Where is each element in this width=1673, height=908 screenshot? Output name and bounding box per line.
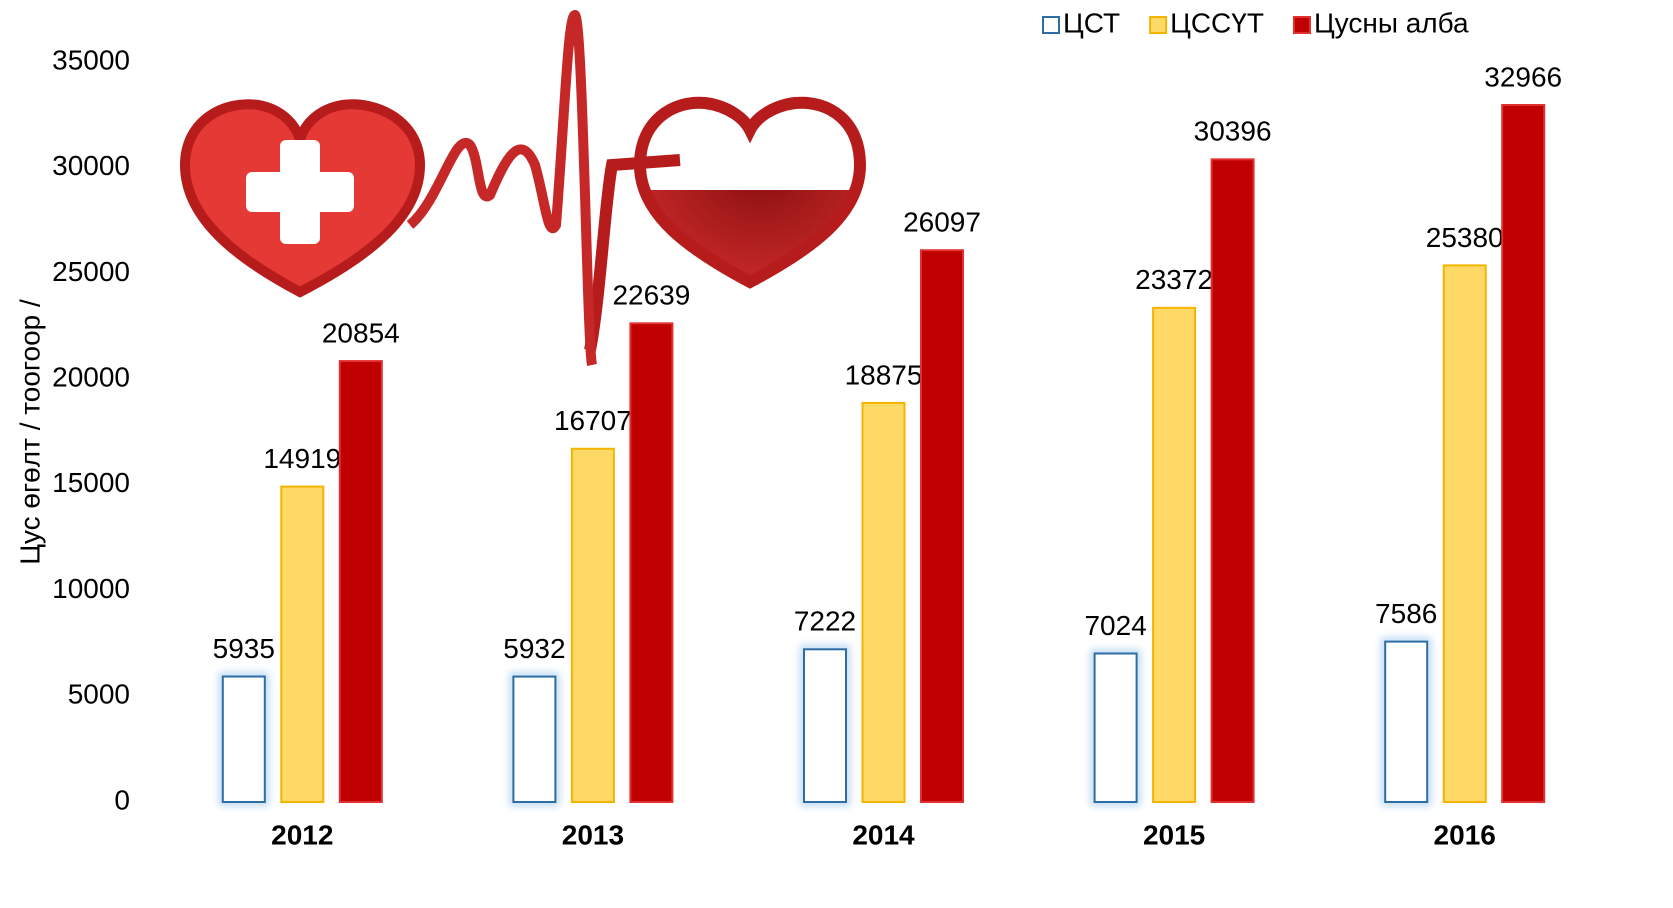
value-label: 7222 [794, 606, 856, 637]
bar [1502, 105, 1544, 802]
value-label: 22639 [612, 280, 690, 311]
bar [281, 487, 323, 802]
bar [1212, 159, 1254, 802]
bar [572, 449, 614, 802]
bar [863, 403, 905, 802]
x-tick-label: 2015 [1143, 819, 1205, 850]
y-tick-label: 35000 [52, 44, 130, 75]
value-label: 25380 [1426, 222, 1504, 253]
y-tick-label: 20000 [52, 362, 130, 393]
value-label: 18875 [845, 359, 923, 390]
y-tick-label: 5000 [68, 679, 130, 710]
legend-swatch [1043, 17, 1059, 33]
value-label: 16707 [554, 405, 632, 436]
legend-label: ЦССҮТ [1170, 7, 1264, 38]
bar [223, 677, 265, 802]
value-label: 7586 [1375, 598, 1437, 629]
y-axis-label: Цус өгөлт / тоогоор / [14, 299, 45, 565]
x-tick-label: 2013 [562, 819, 624, 850]
value-label: 26097 [903, 207, 981, 238]
legend-swatch [1150, 17, 1166, 33]
bar [921, 250, 963, 802]
bar [513, 677, 555, 802]
value-label: 5932 [503, 633, 565, 664]
decoration [185, 15, 860, 365]
legend-label: ЦСТ [1063, 7, 1120, 38]
y-tick-label: 0 [114, 784, 130, 815]
value-label: 5935 [213, 633, 275, 664]
value-label: 20854 [322, 317, 400, 348]
legend-label: Цусны алба [1314, 7, 1469, 38]
chart: Цус өгөлт / тоогоор / 0 5000 10000 15000 200… [0, 0, 1673, 908]
bar [630, 323, 672, 802]
value-label: 32966 [1484, 61, 1562, 92]
x-tick-label: 2016 [1434, 819, 1496, 850]
value-label: 7024 [1084, 610, 1146, 641]
y-tick-label: 15000 [52, 467, 130, 498]
y-tick-label: 10000 [52, 573, 130, 604]
bar [1095, 653, 1137, 802]
value-label: 30396 [1194, 116, 1272, 147]
bar [804, 649, 846, 802]
x-tick-label: 2012 [271, 819, 333, 850]
y-tick-label: 30000 [52, 150, 130, 181]
bar [340, 361, 382, 802]
x-tick-label: 2014 [852, 819, 915, 850]
legend-swatch [1294, 17, 1310, 33]
value-label: 14919 [263, 443, 341, 474]
y-tick-label: 25000 [52, 256, 130, 287]
value-label: 23372 [1135, 264, 1213, 295]
bar [1153, 308, 1195, 802]
bar [1444, 265, 1486, 802]
bar [1385, 642, 1427, 802]
